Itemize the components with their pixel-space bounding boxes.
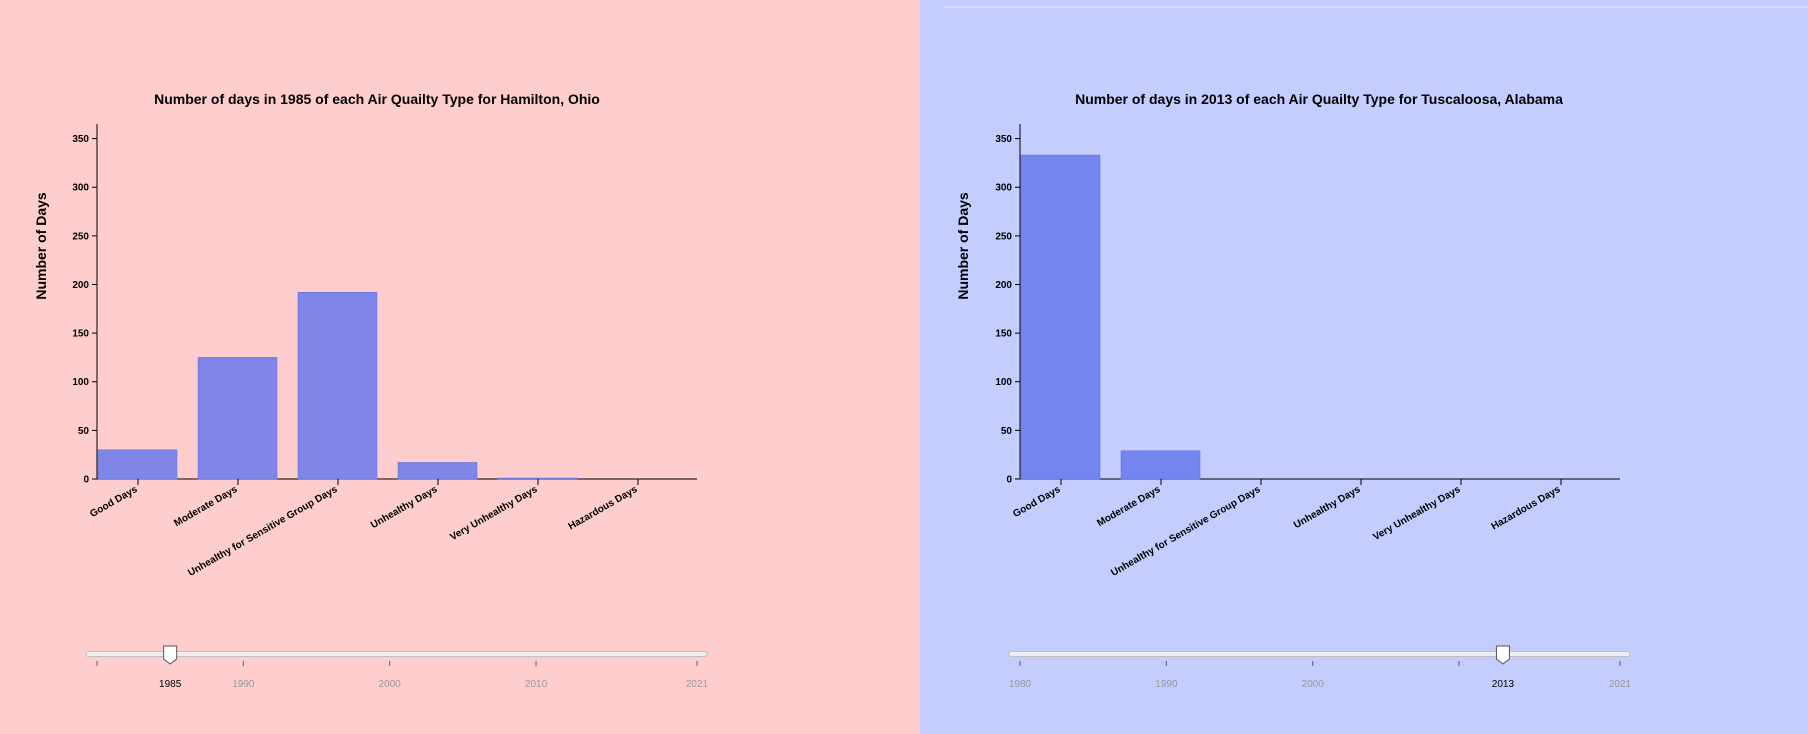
left-year-slider[interactable]: 1985 1990 2000 2010 2021: [85, 645, 709, 690]
slider-year-label: 2021: [1609, 679, 1632, 690]
bar: [197, 357, 278, 480]
bar: [497, 477, 578, 480]
slider-handle[interactable]: [1495, 645, 1510, 665]
bar: [1120, 450, 1201, 480]
y-tick-label: 100: [995, 377, 1012, 388]
y-tick-label: 350: [995, 134, 1012, 145]
right-chart-title: Number of days in 2013 of each Air Quail…: [1075, 91, 1563, 107]
slider-year-label: 2010: [525, 679, 548, 690]
right-year-slider[interactable]: 1980 1990 2000 2013 2021: [1008, 645, 1632, 690]
bar: [1020, 154, 1101, 480]
bar: [397, 462, 478, 480]
slider-year-label: 1990: [232, 679, 255, 690]
y-tick-label: 300: [995, 183, 1012, 194]
y-tick-label: 50: [78, 426, 90, 437]
slider-year-label: 1990: [1155, 679, 1178, 690]
slider-handle[interactable]: [163, 645, 178, 665]
right-y-axis-title: Number of Days: [955, 192, 971, 300]
left-chart-panel: Number of days in 1985 of each Air Quail…: [0, 0, 920, 734]
y-tick-label: 50: [1001, 426, 1013, 437]
y-tick-label: 100: [72, 377, 89, 388]
bar: [297, 291, 378, 480]
y-tick-label: 200: [72, 280, 89, 291]
y-tick-label: 0: [1006, 475, 1012, 486]
bar: [97, 449, 178, 480]
y-tick-label: 0: [83, 475, 89, 486]
slider-track[interactable]: [1008, 651, 1631, 657]
left-y-axis-title: Number of Days: [33, 192, 49, 300]
left-bar-chart: Number of days in 1985 of each Air Quail…: [0, 0, 920, 734]
slider-year-label: 2000: [1302, 679, 1325, 690]
slider-track[interactable]: [85, 651, 708, 657]
y-tick-label: 150: [995, 329, 1012, 340]
right-chart-panel: Number of days in 2013 of each Air Quail…: [920, 0, 1808, 734]
y-tick-label: 300: [72, 183, 89, 194]
slider-year-label: 1980: [1009, 679, 1032, 690]
left-panel-background: [0, 0, 920, 734]
y-tick-label: 250: [995, 231, 1012, 242]
left-chart-title: Number of days in 1985 of each Air Quail…: [154, 91, 600, 107]
y-tick-label: 250: [72, 231, 89, 242]
y-tick-label: 200: [995, 280, 1012, 291]
right-bar-chart: Number of days in 2013 of each Air Quail…: [920, 0, 1808, 734]
y-tick-label: 350: [72, 134, 89, 145]
y-tick-label: 150: [72, 329, 89, 340]
slider-selected-year-label: 2013: [1492, 679, 1515, 690]
slider-selected-year-label: 1985: [159, 679, 182, 690]
slider-year-label: 2021: [686, 679, 709, 690]
slider-year-label: 2000: [379, 679, 402, 690]
